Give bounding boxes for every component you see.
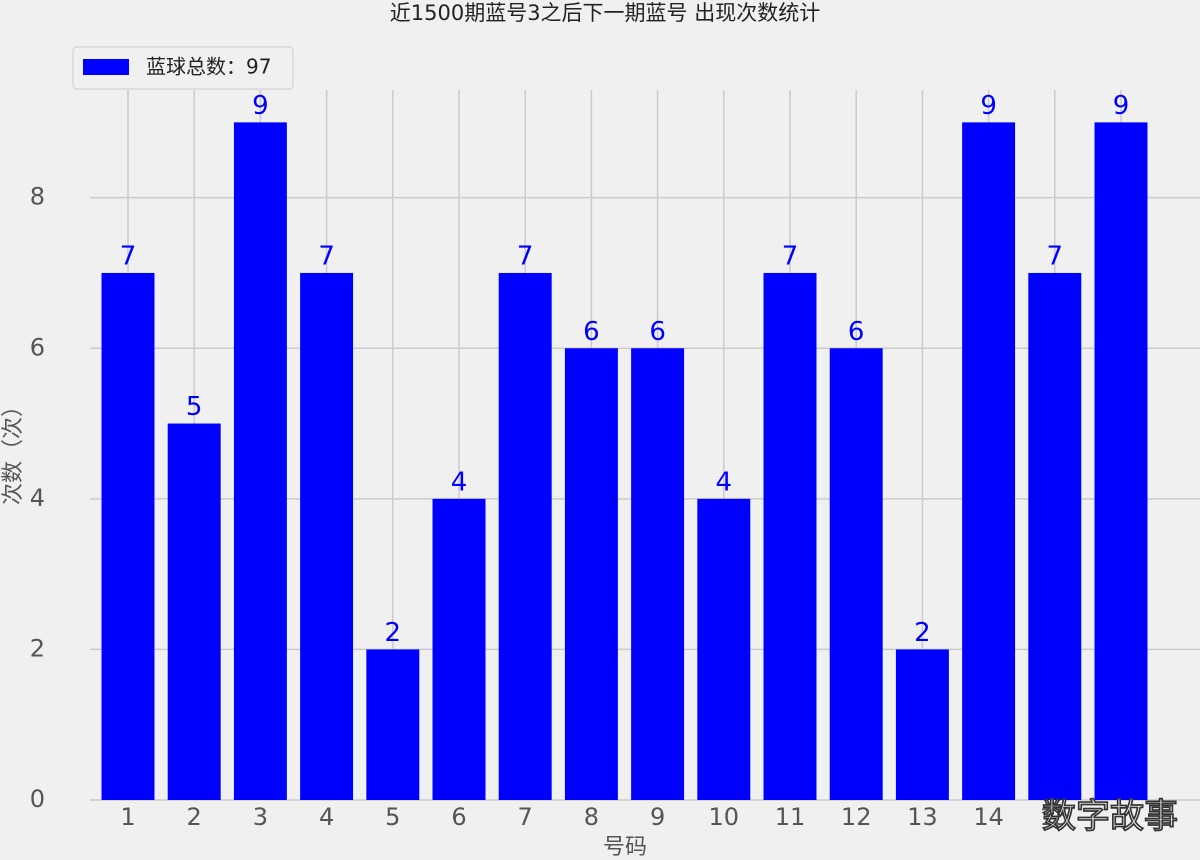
legend-box	[72, 46, 294, 90]
data-label: 7	[120, 241, 137, 271]
x-tick-label: 1	[120, 803, 135, 831]
y-tick-label: 2	[30, 634, 45, 662]
y-tick-label: 4	[30, 484, 45, 512]
x-tick-label: 8	[584, 803, 599, 831]
x-tick-label: 12	[841, 803, 872, 831]
x-tick-label: 2	[187, 803, 202, 831]
x-tick-label: 14	[973, 803, 1004, 831]
bar	[763, 272, 817, 801]
bar	[631, 348, 685, 800]
legend-label: 蓝球总数：97	[146, 55, 271, 79]
data-label: 4	[716, 467, 733, 497]
data-label: 5	[186, 392, 203, 422]
y-tick-label: 6	[30, 333, 45, 361]
x-tick-label: 4	[319, 803, 334, 831]
y-tick-label: 8	[30, 183, 45, 211]
data-label: 9	[980, 91, 997, 121]
data-label: 7	[1047, 241, 1064, 271]
bar	[1094, 122, 1148, 801]
x-tick-label: 9	[650, 803, 665, 831]
x-tick-label: 11	[775, 803, 806, 831]
bar	[432, 498, 486, 800]
bar	[300, 272, 354, 801]
bar	[101, 272, 155, 801]
x-tick-label: 6	[451, 803, 466, 831]
watermark: 数字故事	[1042, 797, 1178, 837]
data-label: 9	[1113, 91, 1130, 121]
chart-title: 近1500期蓝号3之后下一期蓝号 出现次数统计	[390, 1, 820, 25]
data-label: 4	[451, 467, 468, 497]
x-axis-label: 号码	[603, 835, 647, 860]
data-label: 2	[914, 618, 931, 648]
bar	[895, 649, 949, 800]
data-label: 7	[318, 241, 335, 271]
data-label: 6	[583, 317, 600, 347]
data-label: 6	[848, 317, 865, 347]
x-tick-label: 15	[1040, 803, 1071, 831]
bar	[498, 272, 552, 801]
bar	[366, 649, 420, 800]
x-tick-label: 10	[709, 803, 740, 831]
y-axis-label: 次数（次）	[1, 395, 26, 505]
data-label: 6	[649, 317, 666, 347]
bar	[233, 122, 287, 801]
data-label: 7	[517, 241, 534, 271]
y-tick-label: 0	[30, 785, 45, 813]
legend-swatch	[83, 59, 129, 75]
data-label: 2	[385, 618, 402, 648]
data-label: 7	[782, 241, 799, 271]
bar	[697, 498, 751, 800]
bar	[564, 348, 618, 800]
x-tick-label: 5	[385, 803, 400, 831]
bar	[829, 348, 883, 800]
bar	[1028, 272, 1082, 801]
x-tick-label: 7	[518, 803, 533, 831]
data-label: 9	[252, 91, 269, 121]
bar	[167, 423, 221, 800]
x-tick-label: 3	[253, 803, 268, 831]
x-tick-label: 13	[907, 803, 938, 831]
bar	[962, 122, 1016, 801]
